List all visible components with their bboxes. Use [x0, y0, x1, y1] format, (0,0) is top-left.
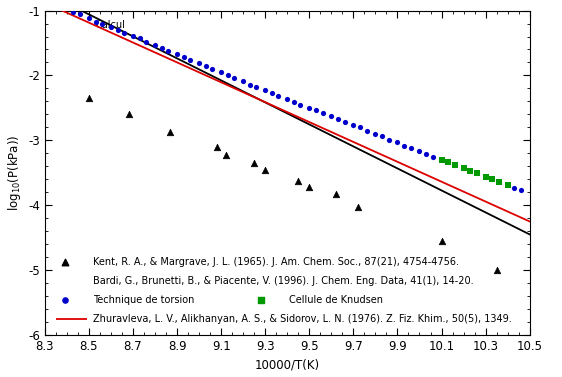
Point: [76, 11, 85, 17]
Point: [113, 27, 122, 33]
Point: [428, 153, 437, 159]
Point: [239, 78, 248, 84]
Point: [459, 165, 468, 171]
Point: [142, 39, 151, 45]
Point: [60, 297, 69, 303]
Point: [356, 124, 365, 130]
Point: [261, 87, 270, 93]
Point: [135, 35, 144, 41]
Text: Zhuravleva, L. V., Alikhanyan, A. S., & Sidorov, L. N. (1976). Z. Fiz. Khim., 50: Zhuravleva, L. V., Alikhanyan, A. S., & …: [93, 314, 512, 324]
Point: [305, 184, 314, 190]
Point: [60, 259, 69, 265]
Point: [378, 133, 387, 139]
Point: [201, 63, 210, 69]
Point: [443, 159, 452, 166]
Point: [495, 179, 504, 185]
Point: [311, 107, 320, 113]
Point: [124, 111, 133, 117]
Text: Calcul: Calcul: [96, 20, 125, 31]
Point: [252, 84, 261, 90]
Point: [488, 176, 497, 182]
Point: [84, 95, 93, 101]
Point: [69, 9, 78, 15]
Point: [212, 144, 221, 150]
Point: [84, 15, 93, 21]
Point: [217, 69, 226, 75]
Point: [481, 174, 490, 180]
Point: [450, 162, 459, 168]
Point: [194, 60, 203, 66]
Point: [503, 182, 512, 188]
Point: [371, 131, 380, 137]
Point: [294, 178, 303, 184]
Point: [443, 159, 452, 166]
Point: [186, 57, 195, 63]
Point: [256, 297, 265, 303]
Point: [274, 93, 283, 99]
Point: [472, 170, 481, 176]
Point: [250, 160, 259, 166]
Point: [296, 102, 305, 108]
Point: [245, 81, 254, 87]
Point: [353, 204, 362, 210]
Point: [437, 157, 446, 163]
Point: [305, 105, 314, 111]
Point: [488, 176, 497, 182]
Point: [437, 238, 446, 244]
Point: [422, 151, 430, 157]
Point: [393, 139, 402, 145]
Point: [516, 187, 525, 193]
Point: [129, 33, 138, 39]
Point: [91, 18, 100, 25]
Point: [333, 116, 342, 122]
Point: [318, 110, 327, 116]
Point: [208, 66, 217, 72]
Point: [384, 137, 393, 143]
Point: [415, 149, 424, 155]
Point: [289, 99, 298, 105]
Text: Kent, R. A., & Margrave, J. L. (1965). J. Am. Chem. Soc., 87(21), 4754-4756.: Kent, R. A., & Margrave, J. L. (1965). J…: [93, 257, 459, 267]
Y-axis label: log$_{10}$(P(kPa)): log$_{10}$(P(kPa)): [6, 135, 22, 211]
Point: [283, 96, 292, 102]
Point: [223, 72, 232, 78]
Point: [106, 25, 115, 31]
Text: Bardi, G., Brunetti, B., & Piacente, V. (1996). J. Chem. Eng. Data, 41(1), 14-20: Bardi, G., Brunetti, B., & Piacente, V. …: [93, 276, 474, 286]
Point: [510, 185, 519, 191]
Point: [362, 127, 371, 133]
Point: [331, 190, 340, 196]
Point: [481, 174, 490, 180]
Point: [268, 90, 277, 96]
Point: [503, 182, 512, 188]
Point: [166, 129, 175, 135]
Point: [98, 20, 107, 26]
Point: [400, 143, 409, 149]
Point: [179, 54, 188, 60]
Text: Cellule de Knudsen: Cellule de Knudsen: [289, 295, 383, 305]
Point: [349, 122, 358, 128]
Point: [230, 75, 239, 81]
Point: [406, 145, 415, 151]
Point: [173, 51, 182, 57]
Text: Technique de torsion: Technique de torsion: [93, 295, 194, 305]
Point: [450, 162, 459, 168]
Point: [261, 167, 270, 173]
Point: [327, 113, 336, 120]
Point: [164, 48, 173, 54]
Point: [221, 152, 230, 158]
Point: [157, 44, 166, 51]
Point: [472, 170, 481, 176]
Point: [492, 267, 501, 273]
Point: [437, 157, 446, 163]
Point: [466, 168, 475, 174]
X-axis label: 10000/T(K): 10000/T(K): [255, 359, 320, 371]
Point: [495, 179, 504, 185]
Point: [459, 165, 468, 171]
Point: [340, 119, 349, 125]
Point: [151, 42, 160, 48]
Point: [466, 168, 475, 174]
Point: [120, 30, 129, 36]
